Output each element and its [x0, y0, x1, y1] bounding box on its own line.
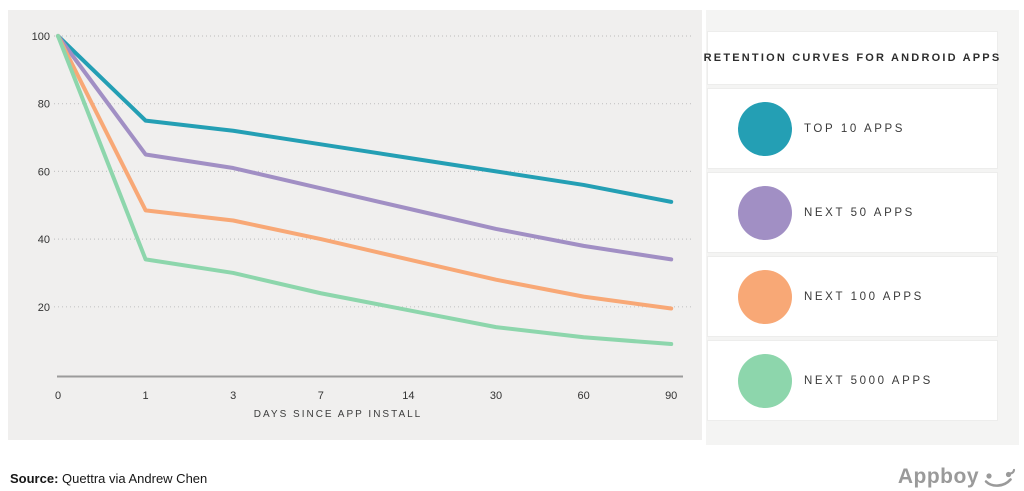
brand-logo: Appboy — [898, 464, 1016, 490]
legend-item-label: NEXT 50 APPS — [804, 206, 915, 219]
legend-title: RETENTION CURVES FOR ANDROID APPS — [703, 52, 1002, 64]
next-50-apps-swatch-icon — [738, 185, 792, 240]
svg-text:3: 3 — [230, 390, 236, 402]
svg-text:90: 90 — [665, 390, 677, 402]
svg-text:20: 20 — [38, 302, 50, 314]
source-text: Quettra via Andrew Chen — [58, 471, 208, 486]
svg-text:0: 0 — [55, 390, 61, 402]
legend-item-label: NEXT 100 APPS — [804, 290, 924, 303]
legend-item-next-100-apps: NEXT 100 APPS — [707, 256, 998, 337]
svg-text:30: 30 — [490, 390, 502, 402]
source-attribution: Source: Quettra via Andrew Chen — [10, 471, 207, 486]
svg-text:DAYS SINCE APP INSTALL: DAYS SINCE APP INSTALL — [254, 409, 423, 420]
retention-chart: 20 40 60 80 100 0 1 3 7 14 30 60 90 DAYS SINCE APP IN… — [32, 31, 692, 420]
next-5000-apps-swatch-icon — [738, 353, 792, 408]
next-100-apps-swatch-icon — [738, 269, 792, 324]
chart-panel: 20 40 60 80 100 0 1 3 7 14 30 60 90 DAYS SINCE APP IN… — [8, 10, 702, 440]
legend-item-label: TOP 10 APPS — [804, 122, 906, 135]
brand-name: Appboy — [897, 465, 979, 488]
legend-item-next-50-apps: NEXT 50 APPS — [707, 172, 998, 253]
smiley-icon — [984, 468, 1016, 487]
legend-item-top-10-apps: TOP 10 APPS — [707, 88, 998, 169]
legend-header: RETENTION CURVES FOR ANDROID APPS — [704, 31, 999, 85]
source-label: Source: — [10, 471, 59, 486]
svg-text:80: 80 — [38, 99, 50, 111]
svg-text:100: 100 — [32, 31, 50, 43]
svg-text:14: 14 — [402, 390, 414, 402]
svg-text:1: 1 — [143, 390, 149, 402]
svg-text:40: 40 — [38, 234, 50, 246]
svg-text:7: 7 — [318, 390, 324, 402]
svg-text:60: 60 — [577, 390, 589, 402]
svg-text:60: 60 — [38, 166, 50, 178]
legend-panel: RETENTION CURVES FOR ANDROID APPS TOP 10… — [704, 10, 1019, 445]
legend-item-next-5000-apps: NEXT 5000 APPS — [707, 340, 998, 421]
top-10-apps-swatch-icon — [738, 101, 792, 156]
legend-item-label: NEXT 5000 APPS — [804, 374, 933, 387]
